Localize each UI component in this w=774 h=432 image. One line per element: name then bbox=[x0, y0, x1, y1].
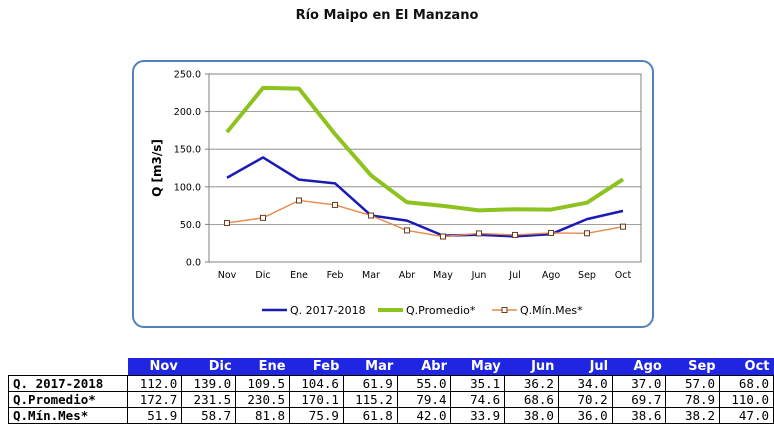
x-tick-label: Dic bbox=[255, 270, 270, 281]
legend-label: Q. 2017-2018 bbox=[290, 304, 366, 317]
table-cell: 230.5 bbox=[235, 391, 291, 408]
x-tick-label: May bbox=[433, 270, 453, 281]
table-cell: 34.0 bbox=[557, 375, 613, 392]
table-cell: 104.6 bbox=[289, 375, 344, 392]
table-header-cell: Jun bbox=[504, 358, 559, 376]
x-tick-label: Jun bbox=[471, 270, 487, 281]
table-row: Q.Mín.Mes* 51.9 58.7 81.8 75.9 61.8 42.0 33.9 38… bbox=[7, 407, 774, 424]
x-tick-label: Jul bbox=[508, 270, 520, 281]
table-cell: 55.0 bbox=[396, 375, 452, 392]
data-table: Nov Dic Ene Feb Mar Abr May Jun Jul Ago Sep Oct Q. … bbox=[7, 358, 774, 424]
table-header-cell: Oct bbox=[719, 358, 774, 376]
table-cell: 61.9 bbox=[342, 375, 398, 392]
series-marker bbox=[476, 230, 482, 237]
table-cell: 139.0 bbox=[181, 375, 237, 392]
table-header-cell: Feb bbox=[289, 358, 344, 376]
table-header-cell: Dic bbox=[181, 358, 236, 376]
table-row-label: Q.Mín.Mes* bbox=[7, 407, 129, 424]
series-line-0 bbox=[226, 156, 624, 238]
table-cell: 61.8 bbox=[342, 407, 398, 424]
x-tick-label: Sep bbox=[578, 270, 596, 281]
x-tick-label: Mar bbox=[362, 270, 380, 281]
x-tick-label: Ene bbox=[290, 270, 308, 281]
table-cell: 33.9 bbox=[450, 407, 506, 424]
table-cell: 38.0 bbox=[504, 407, 559, 424]
table-header-cell: Jul bbox=[558, 358, 613, 376]
series-marker bbox=[512, 231, 518, 238]
y-tick-label: 0.0 bbox=[186, 258, 201, 269]
table-cell: 79.4 bbox=[396, 391, 452, 408]
table-cell: 57.0 bbox=[665, 375, 721, 392]
x-tick-label: Abr bbox=[399, 270, 416, 281]
table-cell: 37.0 bbox=[611, 375, 667, 392]
series-marker bbox=[440, 233, 446, 240]
y-axis-label: Q [m3/s] bbox=[150, 139, 164, 197]
table-header-row: Nov Dic Ene Feb Mar Abr May Jun Jul Ago Sep Oct bbox=[8, 358, 774, 376]
series-marker bbox=[224, 219, 230, 226]
table-row: Q.Promedio* 172.7 231.5 230.5 170.1 115.2 79.4… bbox=[7, 391, 774, 408]
series-line-2 bbox=[226, 199, 624, 238]
table-cell: 36.2 bbox=[504, 375, 559, 392]
legend-label: Q.Mín.Mes* bbox=[520, 304, 583, 317]
x-tick-label: Feb bbox=[327, 270, 344, 281]
table-cell: 74.6 bbox=[450, 391, 506, 408]
table-header-cell: Abr bbox=[397, 358, 451, 376]
chart-title: Río Maipo en El Manzano bbox=[295, 8, 479, 23]
table-cell: 78.9 bbox=[665, 391, 721, 408]
table-header-cell: Mar bbox=[343, 358, 398, 376]
table-header-cell: Ene bbox=[235, 358, 290, 376]
table-cell: 109.5 bbox=[235, 375, 291, 392]
table-cell: 170.1 bbox=[289, 391, 344, 408]
table-header-cell: May bbox=[450, 358, 505, 376]
table-cell: 35.1 bbox=[450, 375, 506, 392]
legend-label: Q.Promedio* bbox=[406, 304, 476, 317]
legend-marker bbox=[501, 307, 508, 313]
table-cell: 112.0 bbox=[127, 375, 183, 392]
x-tick-label: Nov bbox=[218, 270, 237, 281]
table-row-label: Q.Promedio* bbox=[7, 391, 129, 408]
y-tick-label: 150.0 bbox=[174, 145, 201, 156]
table-header-cell: Nov bbox=[127, 358, 182, 376]
table-row-label: Q. 2017-2018 bbox=[7, 375, 129, 392]
table-header-cell: Ago bbox=[612, 358, 666, 376]
series-marker bbox=[584, 230, 590, 237]
table-header-cell: Sep bbox=[665, 358, 720, 376]
table-cell: 51.9 bbox=[127, 407, 183, 424]
y-tick-label: 100.0 bbox=[174, 182, 201, 193]
table-cell: 42.0 bbox=[396, 407, 452, 424]
table-cell: 47.0 bbox=[719, 407, 774, 424]
series-marker bbox=[296, 197, 302, 204]
table-cell: 38.6 bbox=[611, 407, 667, 424]
table-cell: 110.0 bbox=[719, 391, 774, 408]
table-cell: 115.2 bbox=[342, 391, 398, 408]
series-marker bbox=[548, 229, 554, 236]
table-cell: 68.0 bbox=[719, 375, 774, 392]
table-cell: 68.6 bbox=[504, 391, 559, 408]
table-cell: 231.5 bbox=[181, 391, 237, 408]
x-tick-label: Oct bbox=[615, 270, 632, 281]
y-tick-label: 250.0 bbox=[174, 70, 201, 81]
series-marker bbox=[368, 212, 374, 219]
table-cell: 36.0 bbox=[557, 407, 613, 424]
series-marker bbox=[620, 223, 626, 230]
x-tick-label: Ago bbox=[542, 270, 561, 281]
table-cell: 70.2 bbox=[557, 391, 613, 408]
table-cell: 69.7 bbox=[611, 391, 667, 408]
table-cell: 172.7 bbox=[127, 391, 183, 408]
series-marker bbox=[404, 227, 410, 234]
series-line-1 bbox=[225, 85, 625, 213]
table-row: Q. 2017-2018 112.0 139.0 109.5 104.6 61.9 55.0… bbox=[7, 375, 774, 392]
table-cell: 75.9 bbox=[289, 407, 344, 424]
y-tick-label: 200.0 bbox=[174, 107, 201, 118]
table-corner bbox=[8, 358, 128, 376]
y-tick-label: 50.0 bbox=[180, 220, 201, 231]
table-cell: 81.8 bbox=[235, 407, 291, 424]
series-marker bbox=[260, 214, 266, 221]
table-cell: 38.2 bbox=[665, 407, 721, 424]
table-cell: 58.7 bbox=[181, 407, 237, 424]
series-marker bbox=[332, 201, 338, 208]
